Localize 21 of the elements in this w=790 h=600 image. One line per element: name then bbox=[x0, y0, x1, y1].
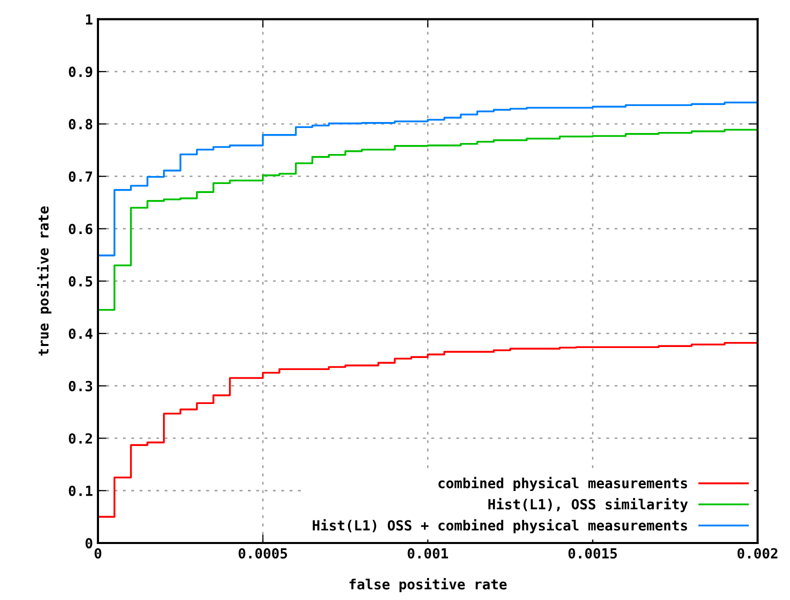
x-tick-label: 0.0015 bbox=[568, 548, 617, 559]
y-tick-label: 0.9 bbox=[68, 66, 92, 78]
y-tick-label: 0.4 bbox=[68, 328, 92, 339]
y-tick-label: 0.7 bbox=[68, 171, 92, 182]
y-tick-label: 0.5 bbox=[68, 276, 92, 287]
x-tick-label: 0 bbox=[94, 548, 102, 559]
y-tick-label: 0.8 bbox=[68, 118, 92, 130]
legend-label: Hist(L1), OSS similarity bbox=[488, 498, 688, 512]
legend-label: Hist(L1) OSS + combined physical measurements bbox=[312, 519, 688, 534]
y-axis-title: true positive rate bbox=[37, 206, 52, 356]
y-tick-label: 0.3 bbox=[68, 380, 92, 392]
x-tick-label: 0.002 bbox=[738, 548, 778, 559]
y-tick-label: 0 bbox=[86, 538, 92, 548]
x-tick-label: 0.0005 bbox=[238, 548, 288, 559]
y-tick-label: 0.2 bbox=[68, 433, 92, 444]
y-tick-label: 0.6 bbox=[68, 224, 92, 234]
x-tick-label: 0.001 bbox=[408, 548, 448, 559]
y-tick-label: 1 bbox=[86, 14, 92, 24]
y-tick-label: 0.1 bbox=[68, 486, 92, 496]
x-axis-title: false positive rate bbox=[350, 578, 507, 592]
legend-label: combined physical measurements bbox=[438, 476, 688, 492]
